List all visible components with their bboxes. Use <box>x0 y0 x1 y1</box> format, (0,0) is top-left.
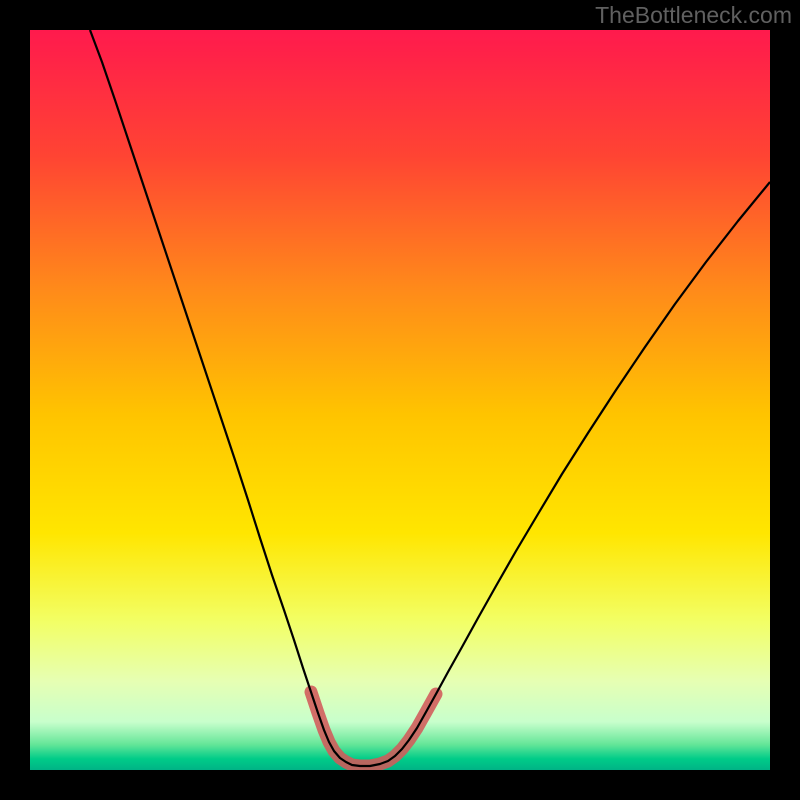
bottleneck-chart <box>0 0 800 800</box>
watermark-text: TheBottleneck.com <box>595 2 792 29</box>
plot-background-gradient <box>30 30 770 770</box>
chart-container: TheBottleneck.com <box>0 0 800 800</box>
